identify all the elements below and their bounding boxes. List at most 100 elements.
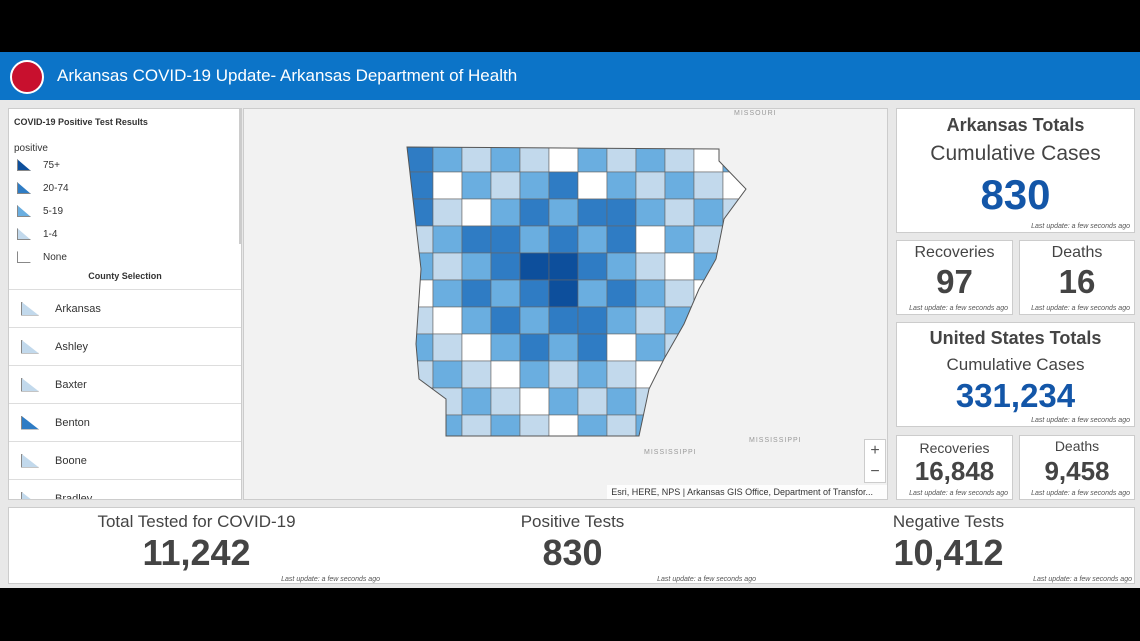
county[interactable] xyxy=(722,333,752,362)
county[interactable] xyxy=(519,414,550,442)
county[interactable] xyxy=(693,279,724,308)
zoom-out[interactable]: − xyxy=(870,463,880,480)
county[interactable] xyxy=(461,198,492,227)
county[interactable] xyxy=(577,171,608,200)
county[interactable] xyxy=(577,145,608,173)
county[interactable] xyxy=(693,414,724,442)
county[interactable] xyxy=(404,198,434,227)
county[interactable] xyxy=(548,306,579,335)
county[interactable] xyxy=(693,252,724,281)
county[interactable] xyxy=(461,252,492,281)
county[interactable] xyxy=(519,360,550,389)
county[interactable] xyxy=(577,279,608,308)
county[interactable] xyxy=(722,387,752,416)
county[interactable] xyxy=(606,279,637,308)
county[interactable] xyxy=(490,306,521,335)
county[interactable] xyxy=(606,225,637,254)
county[interactable] xyxy=(635,145,666,173)
county[interactable] xyxy=(461,333,492,362)
county[interactable] xyxy=(404,387,434,416)
county[interactable] xyxy=(519,306,550,335)
county-item[interactable]: Benton xyxy=(9,404,241,442)
county[interactable] xyxy=(519,252,550,281)
county[interactable] xyxy=(519,333,550,362)
county[interactable] xyxy=(664,387,695,416)
county[interactable] xyxy=(432,414,463,442)
county[interactable] xyxy=(461,360,492,389)
county[interactable] xyxy=(664,279,695,308)
county[interactable] xyxy=(490,279,521,308)
county[interactable] xyxy=(577,198,608,227)
county[interactable] xyxy=(548,387,579,416)
county[interactable] xyxy=(577,252,608,281)
county[interactable] xyxy=(490,145,521,173)
county[interactable] xyxy=(490,171,521,200)
county[interactable] xyxy=(490,387,521,416)
county[interactable] xyxy=(606,333,637,362)
county[interactable] xyxy=(432,145,463,173)
county[interactable] xyxy=(548,279,579,308)
county[interactable] xyxy=(606,252,637,281)
county[interactable] xyxy=(722,360,752,389)
county[interactable] xyxy=(693,333,724,362)
county[interactable] xyxy=(722,225,752,254)
county[interactable] xyxy=(577,387,608,416)
county[interactable] xyxy=(722,171,752,200)
county[interactable] xyxy=(635,333,666,362)
county[interactable] xyxy=(635,306,666,335)
county[interactable] xyxy=(664,333,695,362)
county[interactable] xyxy=(432,198,463,227)
county[interactable] xyxy=(693,306,724,335)
county[interactable] xyxy=(577,414,608,442)
zoom-in[interactable]: + xyxy=(870,442,880,459)
county-item[interactable]: Boone xyxy=(9,442,241,480)
county[interactable] xyxy=(461,145,492,173)
county[interactable] xyxy=(461,171,492,200)
county[interactable] xyxy=(461,225,492,254)
county[interactable] xyxy=(432,225,463,254)
county[interactable] xyxy=(490,225,521,254)
county[interactable] xyxy=(722,306,752,335)
county-item[interactable]: Arkansas xyxy=(9,290,241,328)
county[interactable] xyxy=(490,252,521,281)
county[interactable] xyxy=(664,225,695,254)
county[interactable] xyxy=(490,360,521,389)
county[interactable] xyxy=(693,171,724,200)
county-item[interactable]: Bradley xyxy=(9,480,241,499)
county[interactable] xyxy=(722,145,752,173)
county[interactable] xyxy=(664,414,695,442)
county[interactable] xyxy=(519,279,550,308)
county[interactable] xyxy=(432,333,463,362)
county[interactable] xyxy=(404,171,434,200)
county[interactable] xyxy=(490,333,521,362)
county[interactable] xyxy=(548,225,579,254)
county[interactable] xyxy=(548,360,579,389)
county[interactable] xyxy=(606,145,637,173)
county[interactable] xyxy=(519,145,550,173)
county[interactable] xyxy=(635,198,666,227)
county[interactable] xyxy=(606,387,637,416)
county[interactable] xyxy=(519,198,550,227)
county[interactable] xyxy=(664,252,695,281)
county[interactable] xyxy=(722,252,752,281)
county[interactable] xyxy=(606,198,637,227)
county[interactable] xyxy=(606,414,637,442)
county[interactable] xyxy=(693,225,724,254)
county-item[interactable]: Ashley xyxy=(9,328,241,366)
county[interactable] xyxy=(519,225,550,254)
county[interactable] xyxy=(635,279,666,308)
county[interactable] xyxy=(664,171,695,200)
county[interactable] xyxy=(722,198,752,227)
county[interactable] xyxy=(432,360,463,389)
county[interactable] xyxy=(606,360,637,389)
county[interactable] xyxy=(519,387,550,416)
county[interactable] xyxy=(548,333,579,362)
county[interactable] xyxy=(577,225,608,254)
county[interactable] xyxy=(693,198,724,227)
county[interactable] xyxy=(635,252,666,281)
county[interactable] xyxy=(404,333,434,362)
county[interactable] xyxy=(490,198,521,227)
county[interactable] xyxy=(490,414,521,442)
county[interactable] xyxy=(461,279,492,308)
county[interactable] xyxy=(635,387,666,416)
